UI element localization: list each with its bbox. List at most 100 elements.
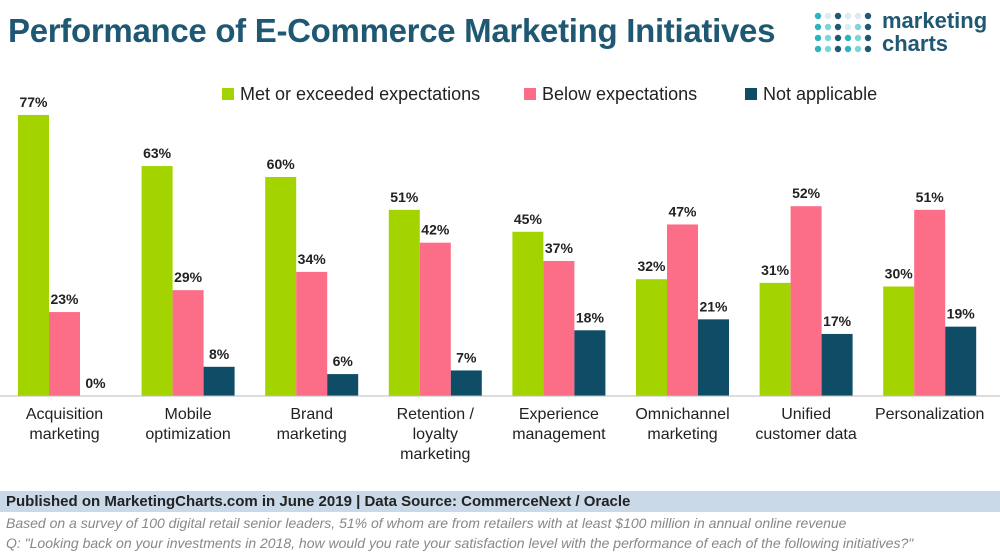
question-note: Q: "Looking back on your investments in … [6,535,914,551]
logo-line-2: charts [882,31,949,56]
category-label-2-0: Brand [290,406,333,423]
legend: Met or exceeded expectations Below expect… [222,84,877,104]
bar-2-1 [296,271,328,396]
value-label-3-1: 42% [421,222,450,238]
value-label-0-2: 0% [85,375,106,391]
bar-7-1 [914,209,946,396]
legend-swatch-1 [524,88,536,100]
logo-dot [854,12,862,20]
logo-dot [854,23,862,31]
legend-label-0: Met or exceeded expectations [240,84,480,104]
bar-2-2 [327,374,359,396]
value-label-4-0: 45% [514,211,543,227]
value-label-3-0: 51% [390,189,419,205]
category-label-0-0: Acquisition [26,406,103,423]
bar-3-2 [450,370,482,396]
logo-dot [864,12,872,20]
category-label-4-1: management [512,426,606,443]
legend-label-2: Not applicable [763,84,877,104]
logo-dot [814,23,822,31]
value-label-5-0: 32% [637,258,666,274]
logo-line-1: marketing [882,8,988,33]
value-label-1-2: 8% [209,346,230,362]
category-label-6-0: Unified [781,406,831,423]
category-label-5-1: marketing [647,426,717,443]
bar-3-1 [419,242,451,396]
bars [18,114,977,396]
category-label-3-1: loyalty [413,426,458,443]
bar-1-2 [203,366,235,396]
bar-5-2 [698,319,729,396]
logo-dot [844,12,852,20]
value-label-6-1: 52% [792,185,821,201]
logo-dot [824,45,832,53]
value-labels: 77% 23% 0% 63% 29% 8% 60% 34% 6% 51% 42% 7% 45%37% 18… [19,94,975,391]
marketingcharts-logo-icon [814,12,872,53]
logo-dot [834,45,842,53]
logo-dot [814,12,822,20]
bar-4-0 [512,231,544,396]
logo-dot [814,45,822,53]
logo-dot [834,12,842,20]
value-label-2-2: 6% [333,353,354,369]
category-label-1-0: Mobile [165,406,212,423]
value-label-2-0: 60% [267,156,296,172]
bar-5-1 [667,224,698,396]
value-label-3-2: 7% [456,349,477,365]
bar-6-1 [790,206,822,396]
bar-6-0 [759,282,791,396]
logo-dot [854,34,862,42]
logo-dot [844,23,852,31]
value-label-5-1: 47% [668,203,697,219]
value-label-4-1: 37% [545,240,574,256]
value-label-6-0: 31% [761,262,790,278]
logo-dot [864,34,872,42]
category-label-1-1: optimization [145,426,230,443]
category-labels: Acquisition marketing Mobile optimization Br… [26,406,985,463]
chart-title: Performance of E-Commerce Marketing Init… [8,12,776,49]
category-label-7-0: Personalization [875,406,984,423]
value-label-2-1: 34% [298,251,327,267]
value-label-4-2: 18% [576,309,605,325]
value-label-7-1: 51% [916,189,945,205]
logo-text: marketing charts [882,9,987,55]
logo-dot [864,23,872,31]
bar-4-2 [574,330,606,396]
bar-3-0 [388,209,420,396]
legend-swatch-0 [222,88,234,100]
source-bar: Published on MarketingCharts.com in June… [0,491,1000,512]
value-label-1-0: 63% [143,145,172,161]
value-label-5-2: 21% [699,298,728,314]
logo-dot [834,34,842,42]
category-label-0-1: marketing [29,426,99,443]
bar-2-0 [265,177,297,396]
category-label-3-0: Retention / [397,406,475,423]
legend-swatch-2 [745,88,757,100]
survey-note: Based on a survey of 100 digital retail … [6,515,847,531]
value-label-6-2: 17% [823,313,852,329]
legend-label-1: Below expectations [542,84,697,104]
value-label-1-1: 29% [174,269,203,285]
logo-dot [864,45,872,53]
category-label-5-0: Omnichannel [635,406,729,423]
category-label-3-2: marketing [400,446,470,463]
bar-1-1 [172,290,204,396]
bar-0-1 [49,312,80,396]
bar-5-0 [636,279,667,396]
value-label-0-0: 77% [19,94,48,110]
logo-dot [834,23,842,31]
logo-dot [824,23,832,31]
bar-6-2 [821,333,853,396]
value-label-7-2: 19% [947,306,976,322]
category-label-4-0: Experience [519,406,599,423]
logo-dot [824,34,832,42]
logo-dot [854,45,862,53]
value-label-7-0: 30% [885,266,914,282]
logo-dot [844,45,852,53]
value-label-0-1: 23% [50,291,79,307]
bar-chart: Met or exceeded expectations Below expect… [0,84,1000,463]
bar-4-1 [543,260,575,396]
category-label-2-1: marketing [277,426,347,443]
logo-dot [814,34,822,42]
bar-0-0 [18,114,49,396]
